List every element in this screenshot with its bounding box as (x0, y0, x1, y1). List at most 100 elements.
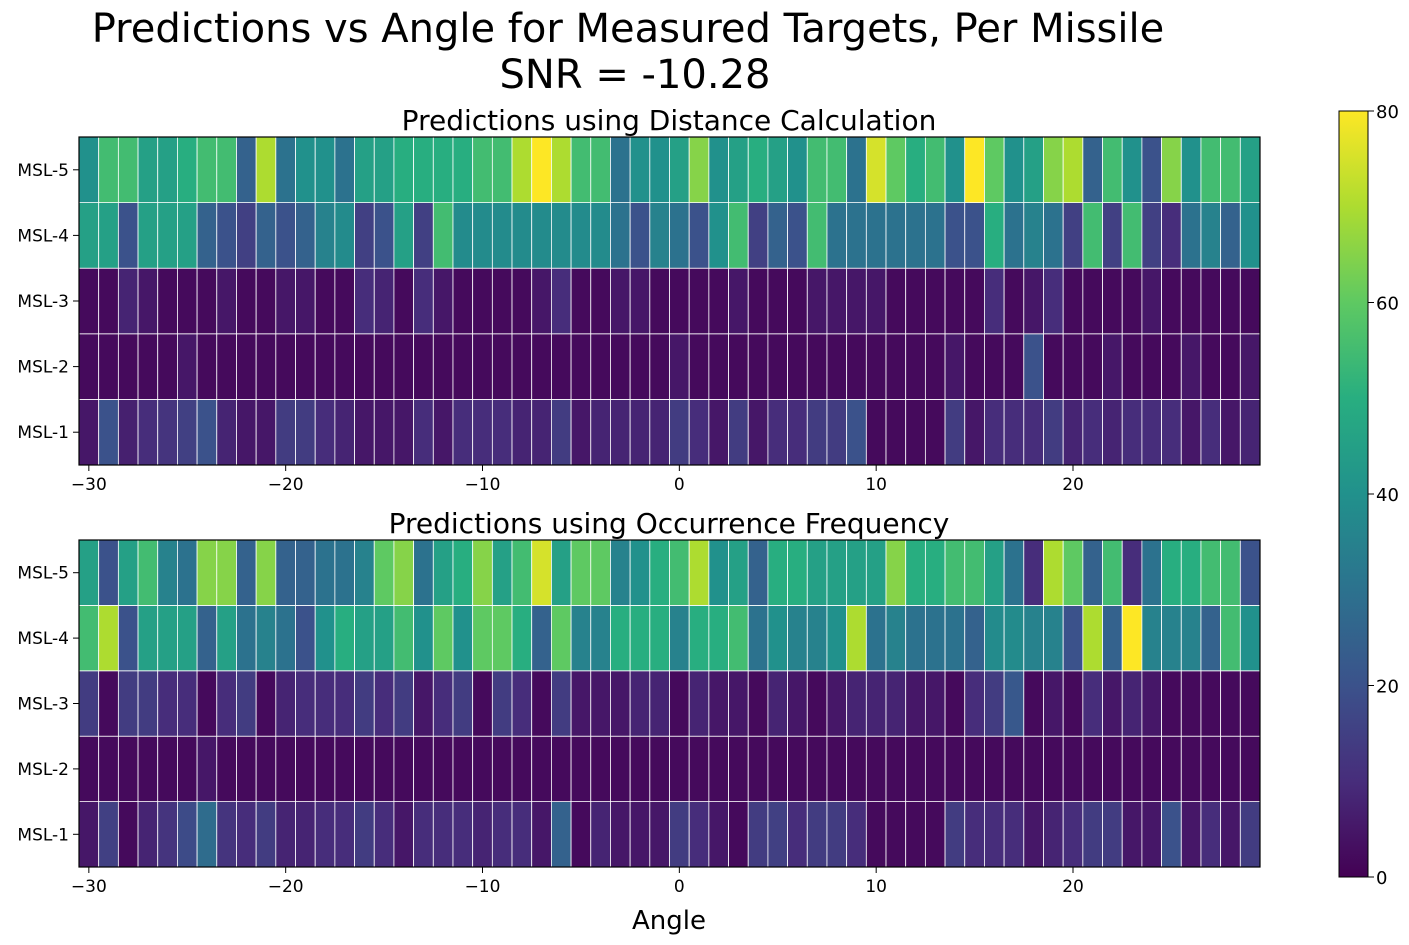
heatmap-cell (295, 333, 316, 400)
heatmap-cell (1003, 202, 1025, 269)
heatmap-cell (1082, 333, 1103, 400)
heatmap-cell (787, 605, 808, 672)
heatmap-cell (728, 539, 749, 606)
heatmap-cell (531, 801, 552, 868)
heatmap-cell (1180, 267, 1202, 335)
heatmap-cell (452, 267, 474, 335)
heatmap-cell (964, 735, 985, 803)
heatmap-cell (216, 670, 237, 737)
heatmap-cell (1121, 735, 1143, 803)
heatmap-occurrence-frequency: Predictions using Occurrence Frequency M… (17, 507, 1261, 897)
heatmap-cell (1082, 670, 1103, 737)
heatmap-cell (1062, 539, 1084, 606)
heatmap-cell (137, 136, 159, 203)
heatmap-cell (1239, 801, 1261, 868)
heatmap-cell (649, 202, 670, 269)
heatmap-cell (708, 605, 729, 672)
heatmap-cell (432, 202, 454, 269)
heatmap-cell (373, 735, 395, 803)
heatmap-cell (1023, 670, 1044, 737)
heatmap-cell (472, 202, 493, 269)
heatmap-cell (885, 735, 907, 803)
heatmap-cell (354, 398, 375, 466)
heatmap-cell (1102, 801, 1123, 868)
subplot-title-occurrence: Predictions using Occurrence Frequency (389, 507, 950, 540)
heatmap-cell (177, 670, 198, 737)
heatmap-cell (216, 267, 237, 335)
heatmap-cell (236, 539, 257, 606)
heatmap-cell (865, 202, 887, 269)
heatmap-cell (157, 801, 178, 868)
heatmap-cell (570, 136, 592, 203)
x-tick-label: −10 (465, 877, 501, 897)
heatmap-cell (747, 398, 769, 466)
heatmap-cell (1043, 605, 1064, 672)
heatmap-cell (747, 670, 769, 737)
x-tick-label: 20 (1062, 877, 1084, 897)
heatmap-cell (964, 398, 985, 466)
heatmap-cell (78, 670, 100, 737)
heatmap-cell (964, 670, 985, 737)
heatmap-cell (747, 333, 769, 400)
heatmap-cell (905, 605, 926, 672)
heatmap-cell (255, 801, 277, 868)
heatmap-cell (373, 398, 395, 466)
heatmap-cell (1220, 136, 1241, 203)
heatmap-cell (610, 801, 631, 868)
colorbar-tick-label: 20 (1376, 677, 1399, 698)
heatmap-cell (373, 539, 395, 606)
heatmap-cell (1200, 267, 1222, 335)
heatmap-cell (117, 267, 139, 335)
heatmap-cell (117, 539, 139, 606)
heatmap-cell (1141, 539, 1162, 606)
x-tick-label: −10 (465, 475, 501, 495)
heatmap-cell (117, 605, 139, 672)
heatmap-cell (157, 202, 178, 269)
heatmap-cell (98, 202, 119, 269)
heatmap-cell (984, 801, 1005, 868)
heatmap-cell (216, 539, 237, 606)
colorbar-ticks: 0 20 40 60 80 (1368, 102, 1399, 889)
heatmap-cell (1003, 670, 1025, 737)
heatmap-cell (1180, 398, 1202, 466)
heatmap-cell (275, 735, 296, 803)
heatmap-cell (1121, 539, 1143, 606)
heatmap-cell (885, 202, 907, 269)
heatmap-cell (649, 267, 670, 335)
heatmap-cell (1023, 801, 1044, 868)
heatmap-cell (964, 801, 985, 868)
heatmap-cell (1200, 670, 1222, 737)
heatmap-cell (570, 202, 592, 269)
x-axis-label: Angle (632, 906, 706, 936)
heatmap-cell (354, 605, 375, 672)
heatmap-cell (1200, 136, 1222, 203)
heatmap-cell (452, 801, 474, 868)
heatmap-cell (255, 670, 277, 737)
heatmap-cell (1239, 398, 1261, 466)
heatmap-cell (531, 267, 552, 335)
heatmap-cell (117, 735, 139, 803)
heatmap-cell (1102, 539, 1123, 606)
heatmap-cell (255, 398, 277, 466)
heatmap-cell (491, 801, 513, 868)
heatmap-cell (511, 136, 533, 203)
heatmap-cell (1220, 539, 1241, 606)
heatmap-cell (491, 136, 513, 203)
heatmap-cell (334, 398, 355, 466)
heatmap-cell (1003, 539, 1025, 606)
heatmap-cell (157, 670, 178, 737)
heatmap-cell (1043, 202, 1064, 269)
heatmap-cell (885, 136, 907, 203)
heatmap-cell (177, 202, 198, 269)
heatmap-cell (787, 735, 808, 803)
heatmap-cell (393, 670, 415, 737)
heatmap-cell (472, 333, 493, 400)
heatmap-cell (1180, 333, 1202, 400)
heatmap-cell (137, 398, 159, 466)
heatmap-cell (196, 202, 218, 269)
heatmap-cell (511, 670, 533, 737)
figure-title-line2: SNR = -10.28 (500, 52, 771, 98)
heatmap-cell (924, 539, 946, 606)
heatmap-cell (905, 136, 926, 203)
heatmap-cell (708, 202, 729, 269)
